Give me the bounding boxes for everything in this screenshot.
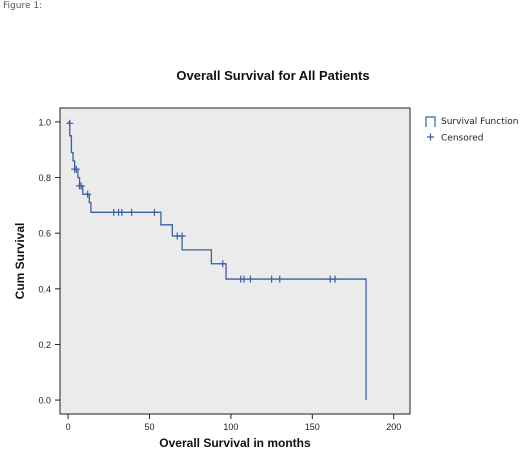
censored-marker xyxy=(276,275,284,283)
censored-marker xyxy=(240,275,248,283)
censored-marker xyxy=(72,165,80,173)
x-axis-ticks: 0 50 100 150 200 xyxy=(66,414,401,432)
x-tick-label: 150 xyxy=(305,422,320,432)
censored-marker xyxy=(331,275,339,283)
censored-marker xyxy=(268,275,276,283)
censored-marker xyxy=(128,208,136,216)
censored-marker xyxy=(219,260,227,268)
legend: Survival Function Censored xyxy=(425,116,518,144)
x-axis-label: Overall Survival in months xyxy=(159,436,311,450)
y-tick-label: 0.6 xyxy=(38,229,51,239)
figure-label: Figure 1: xyxy=(3,1,43,11)
censored-marker xyxy=(66,119,74,127)
censored-marker xyxy=(77,182,85,190)
legend-survival-symbol xyxy=(425,116,436,127)
y-axis-label: Cum Survival xyxy=(13,223,27,300)
censored-marker xyxy=(178,232,186,240)
x-tick-label: 100 xyxy=(223,422,238,432)
y-axis-ticks: 0.0 0.2 0.4 0.6 0.8 1.0 xyxy=(38,117,60,406)
censored-marker xyxy=(118,208,126,216)
legend-survival-label: Survival Function xyxy=(441,117,518,127)
y-tick-label: 1.0 xyxy=(38,117,51,127)
chart-title: Overall Survival for All Patients xyxy=(176,68,369,83)
legend-censored-label: Censored xyxy=(441,134,483,144)
plot-area xyxy=(59,107,411,415)
legend-censored-symbol xyxy=(427,133,434,141)
x-tick-label: 50 xyxy=(145,422,155,432)
x-tick-label: 200 xyxy=(386,422,401,432)
y-tick-label: 0.0 xyxy=(38,396,51,406)
y-tick-label: 0.2 xyxy=(38,340,51,350)
series-layer xyxy=(66,119,367,401)
x-tick-label: 0 xyxy=(66,422,71,432)
y-tick-label: 0.8 xyxy=(38,173,51,183)
censored-marker xyxy=(150,208,158,216)
y-tick-label: 0.4 xyxy=(38,284,51,294)
censored-marker xyxy=(84,190,92,198)
censored-marker xyxy=(246,275,254,283)
